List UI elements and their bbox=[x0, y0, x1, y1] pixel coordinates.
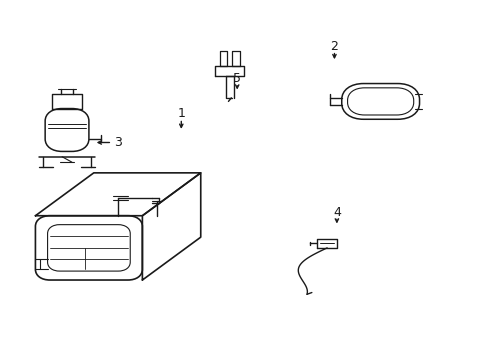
Text: 2: 2 bbox=[330, 40, 338, 53]
Text: 5: 5 bbox=[233, 72, 241, 85]
Text: 4: 4 bbox=[332, 206, 340, 219]
Text: 3: 3 bbox=[114, 136, 122, 149]
Text: 1: 1 bbox=[177, 107, 185, 120]
